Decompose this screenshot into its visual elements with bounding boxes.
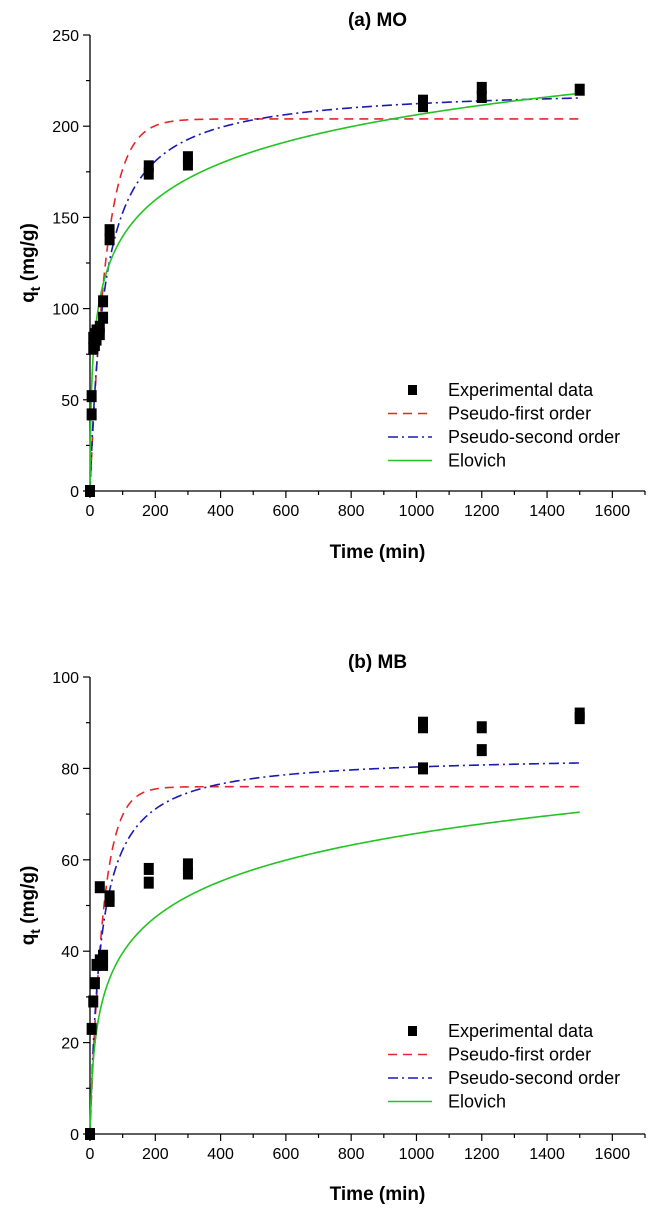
data-point <box>86 390 97 403</box>
data-point <box>182 867 193 880</box>
y-tick-label: 100 <box>52 670 79 687</box>
data-point <box>85 1128 95 1140</box>
series-curve-elovich <box>89 92 580 491</box>
series-curve-pso <box>89 762 580 1134</box>
data-point <box>182 158 193 171</box>
y-tick-label: 100 <box>52 302 79 319</box>
x-tick-label: 0 <box>86 503 95 520</box>
x-tick-label: 0 <box>86 1146 95 1163</box>
data-point <box>418 100 428 113</box>
x-tick-label: 1400 <box>529 1146 565 1163</box>
series-curve-elovich <box>89 811 580 1134</box>
x-tick-label: 800 <box>338 1146 365 1163</box>
y-tick-label: 50 <box>61 393 79 410</box>
x-tick-label: 1600 <box>595 503 631 520</box>
legend-label: Experimental data <box>448 380 594 400</box>
x-tick-label: 400 <box>207 1146 234 1163</box>
y-tick-label: 150 <box>52 210 79 227</box>
x-tick-label: 400 <box>207 503 234 520</box>
x-tick-label: 1400 <box>529 503 565 520</box>
data-point <box>104 233 115 246</box>
data-point <box>476 91 487 104</box>
data-point <box>86 1022 97 1035</box>
data-point <box>143 160 154 173</box>
data-point <box>476 81 487 94</box>
data-point <box>476 721 487 734</box>
x-tick-label: 200 <box>142 1146 169 1163</box>
y-axis-title-subscript: t <box>27 286 43 291</box>
y-tick-label: 80 <box>61 761 79 778</box>
data-point <box>94 328 105 341</box>
chart-panel-2: 0 200 400 600 800 1000 1200 1400 1600 0 20 40 60 80 10… <box>18 652 646 1205</box>
data-point <box>89 977 100 990</box>
x-tick-label: 1200 <box>464 1146 500 1163</box>
data-point <box>182 858 193 871</box>
data-point <box>98 311 109 324</box>
x-tick-label: 200 <box>142 503 169 520</box>
y-tick-label: 200 <box>52 119 79 136</box>
data-point <box>574 712 585 725</box>
legend-marker <box>408 1026 417 1036</box>
chart-title: (a) MO <box>348 10 407 31</box>
y-axis-title-subscript: t <box>27 929 43 934</box>
x-axis-title: Time (min) <box>330 542 426 563</box>
data-point <box>85 485 95 497</box>
chart-title: (b) MB <box>348 652 407 673</box>
data-point <box>98 958 109 971</box>
y-tick-label: 0 <box>70 484 79 501</box>
legend-label: Pseudo-second order <box>448 427 620 447</box>
y-tick-label: 250 <box>52 28 79 45</box>
data-point <box>94 881 105 894</box>
data-point <box>143 167 154 180</box>
data-point <box>88 995 99 1008</box>
data-point <box>94 320 105 333</box>
legend-label: Pseudo-first order <box>448 404 591 424</box>
data-point <box>418 762 428 775</box>
y-tick-label: 20 <box>61 1036 79 1053</box>
x-tick-label: 600 <box>273 1146 300 1163</box>
data-point <box>418 721 428 734</box>
data-point <box>574 83 585 96</box>
y-axis-title-main: q <box>18 934 39 946</box>
y-axis-title-unit: (mg/g) <box>18 223 39 286</box>
data-point <box>98 295 109 308</box>
series-curve-pfo <box>89 785 580 1134</box>
y-axis-title-main: q <box>18 291 39 303</box>
data-point <box>476 744 487 757</box>
data-point <box>104 224 115 237</box>
legend-label: Experimental data <box>448 1021 594 1041</box>
y-tick-label: 40 <box>61 944 79 961</box>
x-axis-title: Time (min) <box>330 1184 426 1205</box>
legend-label: Elovich <box>448 1092 506 1112</box>
x-tick-label: 600 <box>273 503 300 520</box>
legend-marker <box>408 385 417 395</box>
chart-panel-1: 0 200 400 600 800 1000 1200 1400 1600 0 50 100 150 20… <box>18 10 646 563</box>
legend-label: Pseudo-second order <box>448 1068 620 1088</box>
data-point <box>104 894 115 907</box>
data-point <box>86 408 97 421</box>
data-point <box>182 151 193 164</box>
y-axis-title: qt (mg/g) <box>18 223 43 303</box>
x-tick-label: 1000 <box>399 1146 435 1163</box>
legend-label: Pseudo-first order <box>448 1045 591 1065</box>
x-tick-label: 800 <box>338 503 365 520</box>
y-tick-label: 0 <box>70 1127 79 1144</box>
legend-label: Elovich <box>448 451 506 471</box>
x-tick-label: 1600 <box>595 1146 631 1163</box>
x-tick-label: 1200 <box>464 503 500 520</box>
data-point <box>143 876 154 889</box>
x-tick-label: 1000 <box>399 503 435 520</box>
data-point <box>98 949 109 962</box>
y-tick-label: 60 <box>61 853 79 870</box>
y-axis-title-unit: (mg/g) <box>18 866 39 929</box>
data-point <box>143 862 154 875</box>
y-axis-title: qt (mg/g) <box>18 866 43 946</box>
